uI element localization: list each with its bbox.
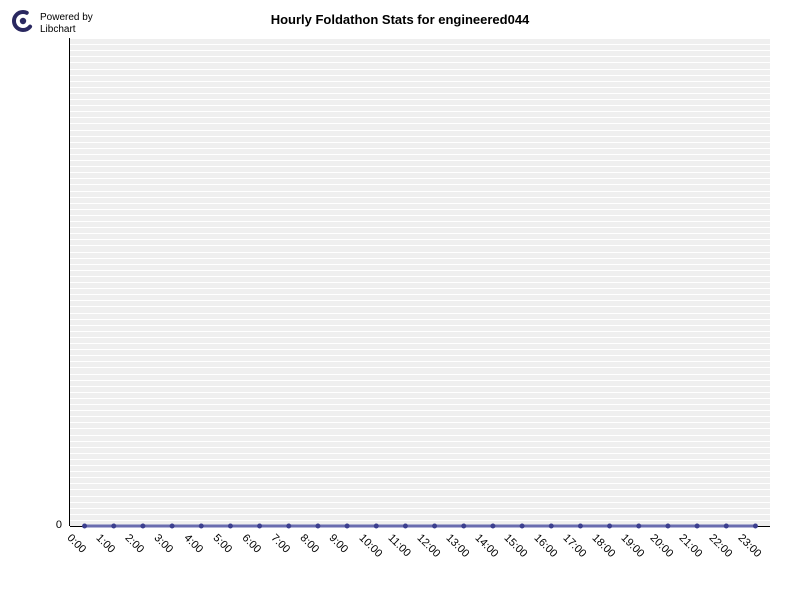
x-tick-label: 13:00 bbox=[444, 532, 472, 560]
x-tick-label: 10:00 bbox=[356, 532, 384, 560]
series-marker bbox=[111, 524, 116, 529]
series-marker bbox=[403, 524, 408, 529]
x-tick-label: 12:00 bbox=[414, 532, 442, 560]
series-marker bbox=[665, 524, 670, 529]
series-marker bbox=[228, 524, 233, 529]
series-marker bbox=[490, 524, 495, 529]
series-marker bbox=[753, 524, 758, 529]
x-tick-label: 18:00 bbox=[589, 532, 617, 560]
x-tick-label: 3:00 bbox=[152, 532, 176, 556]
x-tick-label: 8:00 bbox=[298, 532, 322, 556]
chart-title: Hourly Foldathon Stats for engineered044 bbox=[0, 12, 800, 27]
x-tick-label: 20:00 bbox=[648, 532, 676, 560]
series-marker bbox=[724, 524, 729, 529]
series-marker bbox=[549, 524, 554, 529]
series-marker bbox=[82, 524, 87, 529]
series-marker bbox=[345, 524, 350, 529]
series-marker bbox=[374, 524, 379, 529]
x-tick-label: 16:00 bbox=[531, 532, 559, 560]
series-marker bbox=[140, 524, 145, 529]
x-tick-label: 21:00 bbox=[677, 532, 705, 560]
series-marker bbox=[636, 524, 641, 529]
x-tick-label: 2:00 bbox=[123, 532, 147, 556]
x-tick-label: 11:00 bbox=[385, 532, 412, 559]
x-tick-label: 14:00 bbox=[473, 532, 501, 560]
series-marker bbox=[520, 524, 525, 529]
x-tick-label: 23:00 bbox=[735, 532, 763, 560]
y-tick-label: 0 bbox=[40, 519, 62, 531]
x-tick-label: 4:00 bbox=[181, 532, 205, 556]
series-marker bbox=[461, 524, 466, 529]
series-marker bbox=[199, 524, 204, 529]
series-marker bbox=[578, 524, 583, 529]
x-tick-label: 6:00 bbox=[239, 532, 263, 556]
x-tick-label: 5:00 bbox=[210, 532, 234, 556]
series-marker bbox=[170, 524, 175, 529]
x-tick-label: 1:00 bbox=[94, 532, 118, 556]
x-tick-label: 0:00 bbox=[64, 532, 88, 556]
series-marker bbox=[315, 524, 320, 529]
series-line bbox=[70, 38, 770, 532]
series-marker bbox=[257, 524, 262, 529]
series-marker bbox=[695, 524, 700, 529]
series-marker bbox=[432, 524, 437, 529]
x-tick-label: 9:00 bbox=[327, 532, 351, 556]
series-marker bbox=[286, 524, 291, 529]
series-marker bbox=[607, 524, 612, 529]
x-tick-label: 15:00 bbox=[502, 532, 530, 560]
x-tick-label: 17:00 bbox=[560, 532, 588, 560]
x-tick-label: 7:00 bbox=[269, 532, 293, 556]
x-tick-label: 22:00 bbox=[706, 532, 734, 560]
x-tick-label: 19:00 bbox=[619, 532, 647, 560]
